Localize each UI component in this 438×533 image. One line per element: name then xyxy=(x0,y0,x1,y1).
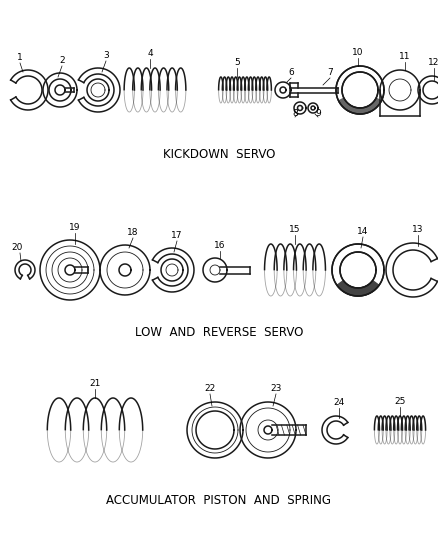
Text: 2: 2 xyxy=(59,56,65,65)
Text: 8: 8 xyxy=(292,109,298,118)
Text: 6: 6 xyxy=(288,68,294,77)
Text: 21: 21 xyxy=(89,379,101,388)
Text: 20: 20 xyxy=(11,243,23,252)
Text: 7: 7 xyxy=(327,68,333,77)
Text: 10: 10 xyxy=(352,48,364,57)
Text: 4: 4 xyxy=(147,49,153,58)
Text: 5: 5 xyxy=(234,58,240,67)
Text: 18: 18 xyxy=(127,228,139,237)
Text: 9: 9 xyxy=(315,109,321,118)
Text: 19: 19 xyxy=(69,223,81,232)
Text: 3: 3 xyxy=(103,51,109,60)
Text: 24: 24 xyxy=(333,398,345,407)
Text: LOW  AND  REVERSE  SERVO: LOW AND REVERSE SERVO xyxy=(135,327,303,340)
Text: KICKDOWN  SERVO: KICKDOWN SERVO xyxy=(163,149,275,161)
Text: 25: 25 xyxy=(394,397,406,406)
Text: 12: 12 xyxy=(428,58,438,67)
Text: 14: 14 xyxy=(357,227,369,236)
Polygon shape xyxy=(337,280,379,296)
Text: 13: 13 xyxy=(412,225,424,234)
Text: 1: 1 xyxy=(17,53,23,62)
Text: 22: 22 xyxy=(205,384,215,393)
Text: ACCUMULATOR  PISTON  AND  SPRING: ACCUMULATOR PISTON AND SPRING xyxy=(106,494,332,506)
Polygon shape xyxy=(339,98,381,114)
Text: 11: 11 xyxy=(399,52,411,61)
Text: 17: 17 xyxy=(171,231,183,240)
Text: 23: 23 xyxy=(270,384,282,393)
Text: 16: 16 xyxy=(214,241,226,250)
Text: 15: 15 xyxy=(289,225,301,234)
